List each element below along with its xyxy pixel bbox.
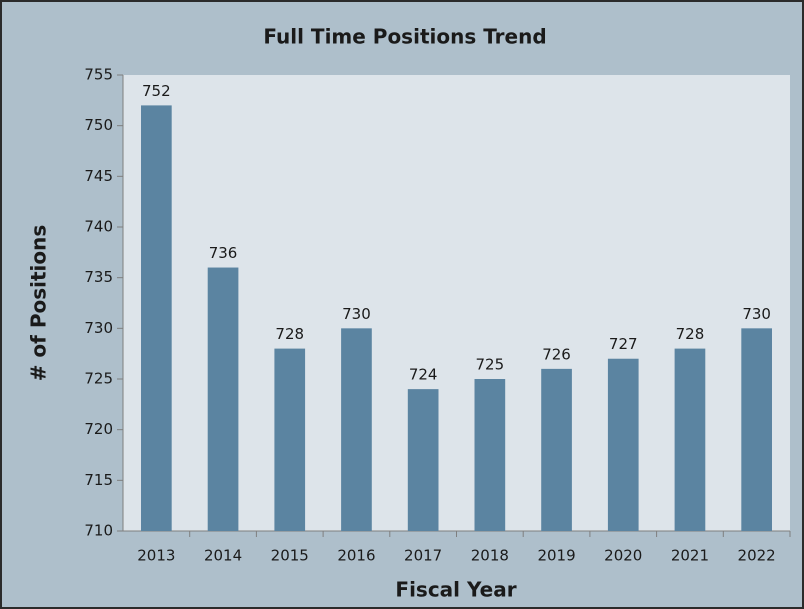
y-axis-title: # of Positions <box>27 225 51 382</box>
data-label: 728 <box>676 325 705 343</box>
data-label: 730 <box>342 305 371 323</box>
y-tick-label: 720 <box>84 420 113 438</box>
y-tick-label: 755 <box>84 66 113 84</box>
bar <box>207 267 239 531</box>
y-tick-label: 730 <box>84 319 113 337</box>
x-tick-label: 2019 <box>537 547 575 565</box>
y-tick-label: 745 <box>84 167 113 185</box>
y-tick-label: 735 <box>84 268 113 286</box>
data-label: 728 <box>275 325 304 343</box>
bar <box>541 368 572 531</box>
bar <box>741 328 772 531</box>
x-tick-label: 2014 <box>204 547 242 565</box>
bar <box>674 348 706 531</box>
y-tick-label: 725 <box>84 370 113 388</box>
x-tick-label: 2018 <box>471 547 509 565</box>
data-label: 724 <box>409 366 438 384</box>
bar <box>341 328 372 531</box>
bar <box>274 348 306 531</box>
y-tick-label: 740 <box>84 218 113 236</box>
chart-title: Full Time Positions Trend <box>263 25 546 49</box>
y-tick-label: 715 <box>84 471 113 489</box>
bar <box>607 358 639 531</box>
data-label: 727 <box>609 335 638 353</box>
y-tick-label: 750 <box>84 116 113 134</box>
x-tick-label: 2020 <box>604 547 642 565</box>
x-tick-label: 2016 <box>337 547 375 565</box>
bar <box>407 389 439 531</box>
data-label: 730 <box>742 305 771 323</box>
y-tick-label: 710 <box>84 522 113 540</box>
x-axis-title: Fiscal Year <box>395 578 516 602</box>
bar <box>141 105 172 532</box>
data-label: 725 <box>476 356 505 374</box>
x-tick-label: 2017 <box>404 547 442 565</box>
x-tick-label: 2013 <box>137 547 175 565</box>
x-tick-label: 2021 <box>671 547 709 565</box>
x-tick-label: 2015 <box>271 547 309 565</box>
data-label: 752 <box>142 82 171 100</box>
bar <box>474 379 506 531</box>
data-label: 736 <box>209 244 238 262</box>
x-tick-label: 2022 <box>738 547 776 565</box>
data-label: 726 <box>542 345 571 363</box>
